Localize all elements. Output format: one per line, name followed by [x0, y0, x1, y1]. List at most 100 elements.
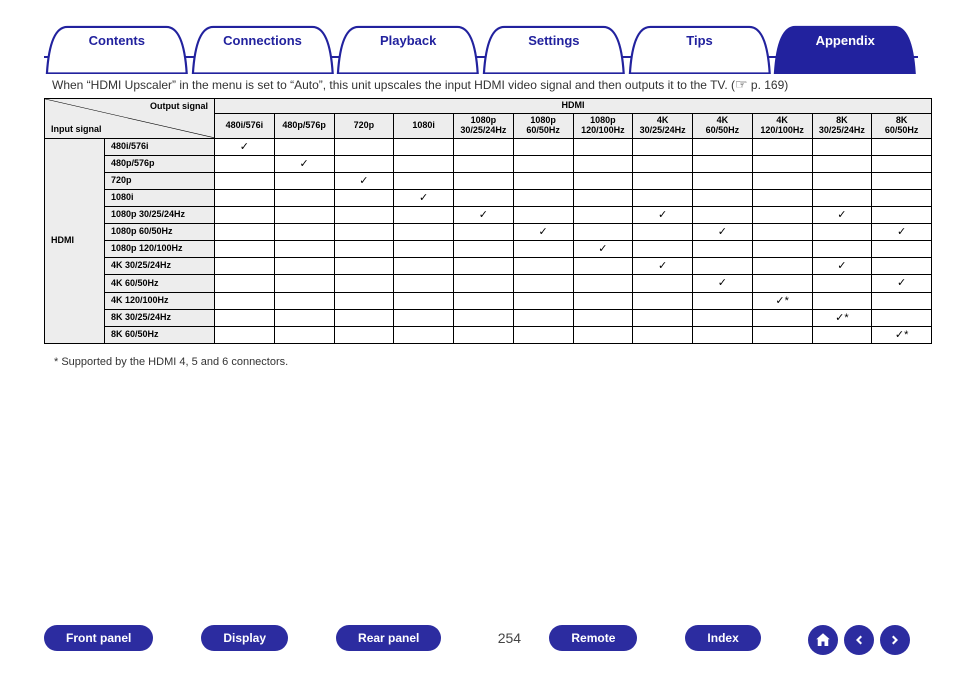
cell — [633, 309, 693, 326]
cell — [693, 241, 753, 258]
table-row: 1080p 60/50Hz✓✓✓ — [45, 224, 932, 241]
cell — [394, 155, 454, 172]
cell — [573, 138, 633, 155]
row-label: 8K 30/25/24Hz — [105, 309, 215, 326]
cell — [752, 258, 812, 275]
cell — [633, 224, 693, 241]
cell — [454, 172, 514, 189]
cell — [693, 292, 753, 309]
row-label: 1080i — [105, 189, 215, 206]
cell — [513, 309, 573, 326]
cell: ✓ — [633, 258, 693, 275]
table-row: 1080p 120/100Hz✓ — [45, 241, 932, 258]
cell — [274, 189, 334, 206]
cell — [513, 189, 573, 206]
cell — [215, 224, 275, 241]
cell — [633, 326, 693, 343]
cell — [693, 258, 753, 275]
diag-header: Output signalInput signal — [45, 99, 215, 139]
cell — [215, 172, 275, 189]
cell — [752, 241, 812, 258]
cell: ✓ — [693, 224, 753, 241]
cell — [812, 189, 872, 206]
cell — [215, 275, 275, 292]
cell — [334, 138, 394, 155]
cell — [812, 224, 872, 241]
tab-connections[interactable]: Connections — [190, 24, 336, 56]
cell — [872, 258, 932, 275]
table-row: 1080i✓ — [45, 189, 932, 206]
cell — [215, 155, 275, 172]
index-button[interactable]: Index — [685, 625, 760, 651]
cell: ✓ — [812, 258, 872, 275]
cell — [274, 241, 334, 258]
cell — [872, 172, 932, 189]
cell — [872, 241, 932, 258]
cell: ✓ — [872, 224, 932, 241]
cell: ✓ — [215, 138, 275, 155]
row-label: 4K 60/50Hz — [105, 275, 215, 292]
intro-main: When “HDMI Upscaler” in the menu is set … — [52, 78, 735, 92]
page-number: 254 — [489, 630, 529, 646]
remote-button[interactable]: Remote — [549, 625, 637, 651]
cell — [454, 292, 514, 309]
prev-icon[interactable] — [844, 625, 874, 655]
cell — [334, 224, 394, 241]
col-header: 480i/576i — [215, 113, 275, 138]
home-icon[interactable] — [808, 625, 838, 655]
cell — [752, 207, 812, 224]
tab-contents[interactable]: Contents — [44, 24, 190, 56]
tab-tips[interactable]: Tips — [627, 24, 773, 56]
tab-appendix[interactable]: Appendix — [772, 24, 918, 56]
cell — [454, 326, 514, 343]
table-row: 4K 60/50Hz✓✓ — [45, 275, 932, 292]
tab-label: Tips — [686, 33, 713, 48]
front-panel-button[interactable]: Front panel — [44, 625, 153, 651]
cell — [573, 275, 633, 292]
cell — [872, 189, 932, 206]
rear-panel-button[interactable]: Rear panel — [336, 625, 441, 651]
page-ref: p. 169) — [748, 78, 789, 92]
table-row: 8K 60/50Hz✓* — [45, 326, 932, 343]
tab-label: Playback — [380, 33, 436, 48]
cell — [274, 258, 334, 275]
cell — [693, 326, 753, 343]
cell — [274, 138, 334, 155]
cell — [513, 172, 573, 189]
cell — [454, 258, 514, 275]
cell: ✓* — [872, 326, 932, 343]
cell — [454, 224, 514, 241]
col-header: 8K30/25/24Hz — [812, 113, 872, 138]
cell — [274, 292, 334, 309]
col-header: 4K120/100Hz — [752, 113, 812, 138]
cell — [693, 172, 753, 189]
intro-text: When “HDMI Upscaler” in the menu is set … — [52, 76, 902, 93]
col-header: 1080p60/50Hz — [513, 113, 573, 138]
cell — [752, 309, 812, 326]
cell — [812, 172, 872, 189]
cell — [513, 138, 573, 155]
next-icon[interactable] — [880, 625, 910, 655]
cell — [274, 326, 334, 343]
cell — [752, 326, 812, 343]
display-button[interactable]: Display — [201, 625, 288, 651]
cell: ✓ — [812, 207, 872, 224]
cell — [872, 155, 932, 172]
col-header: 1080p30/25/24Hz — [454, 113, 514, 138]
cell — [394, 309, 454, 326]
row-label: 720p — [105, 172, 215, 189]
cell — [633, 275, 693, 292]
footnote-marker: * — [54, 356, 58, 368]
tab-label: Appendix — [816, 33, 875, 48]
table-row: HDMI480i/576i✓ — [45, 138, 932, 155]
row-label: 4K 120/100Hz — [105, 292, 215, 309]
cell — [752, 155, 812, 172]
cell — [334, 241, 394, 258]
cell — [215, 189, 275, 206]
tab-playback[interactable]: Playback — [335, 24, 481, 56]
cell — [394, 207, 454, 224]
tab-settings[interactable]: Settings — [481, 24, 627, 56]
col-header: 720p — [334, 113, 394, 138]
cell — [215, 207, 275, 224]
cell — [394, 292, 454, 309]
